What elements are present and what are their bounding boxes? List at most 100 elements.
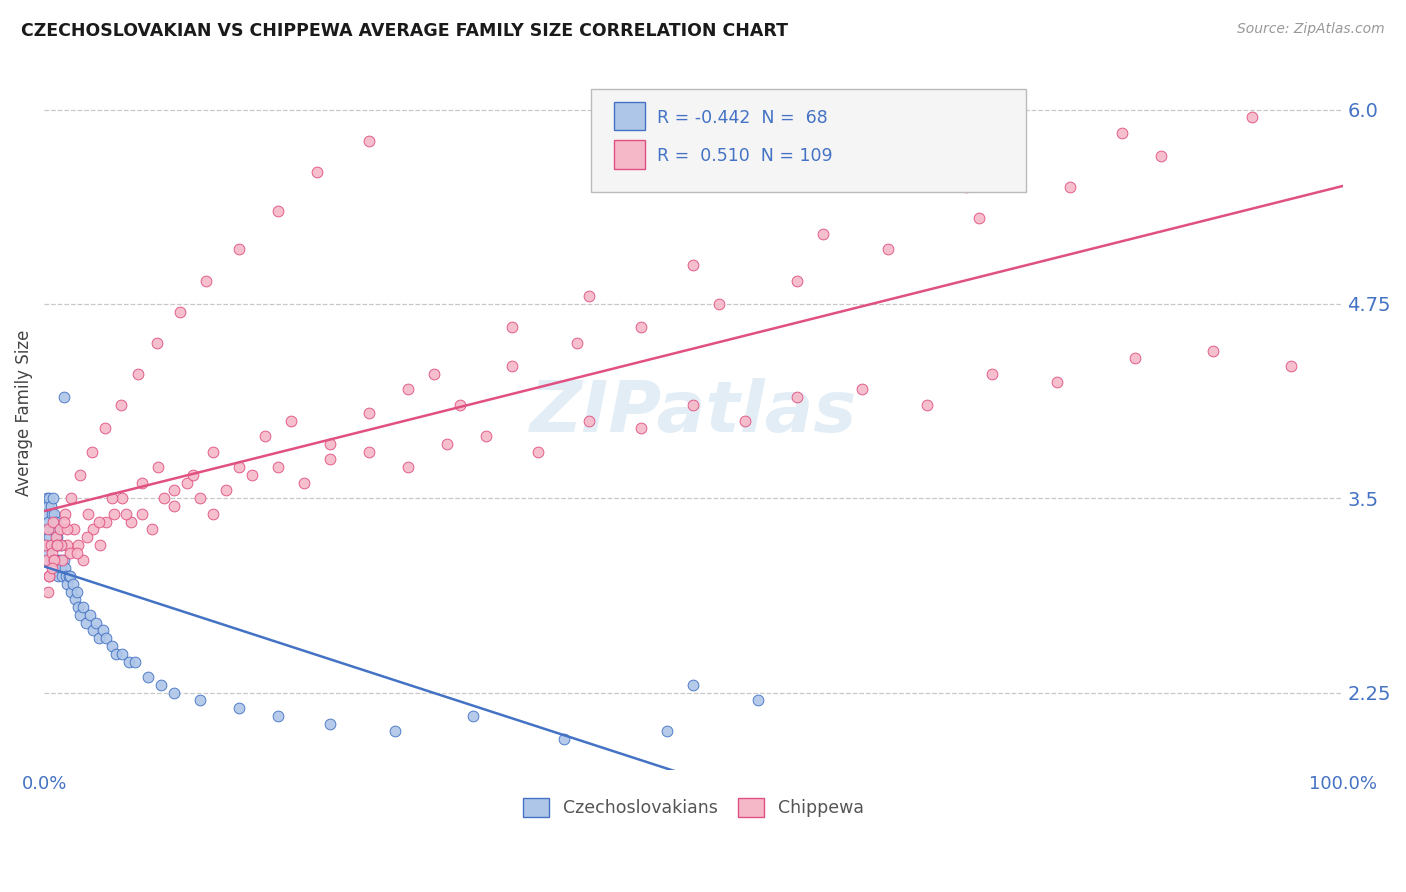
Point: [94, 421, 117, 435]
Point: [877, 243, 900, 257]
Point: [38, 491, 60, 506]
Point: [69, 467, 91, 482]
Point: [53, 561, 76, 575]
Point: [42, 522, 65, 536]
Point: [53, 507, 76, 521]
Point: [37, 499, 59, 513]
Point: [56, 522, 79, 536]
Point: [110, 398, 132, 412]
Point: [136, 670, 159, 684]
Point: [37, 515, 59, 529]
Point: [79, 607, 101, 622]
Point: [103, 507, 125, 521]
Point: [146, 335, 169, 350]
Point: [48, 569, 70, 583]
Point: [37, 522, 59, 536]
Point: [267, 460, 290, 475]
Point: [76, 530, 98, 544]
Point: [553, 732, 575, 747]
Point: [45, 538, 67, 552]
Point: [37, 584, 59, 599]
Point: [115, 507, 138, 521]
Point: [1150, 149, 1173, 163]
Point: [82, 522, 104, 536]
Point: [41, 561, 63, 575]
Point: [280, 413, 302, 427]
Point: [48, 553, 70, 567]
Point: [84, 615, 107, 630]
Point: [44, 553, 66, 567]
Point: [228, 243, 250, 257]
Point: [215, 483, 238, 498]
Point: [58, 569, 80, 583]
Point: [39, 553, 62, 567]
Point: [449, 398, 471, 412]
Point: [131, 475, 153, 490]
Point: [56, 538, 79, 552]
Point: [45, 515, 67, 529]
Text: R = -0.442  N =  68: R = -0.442 N = 68: [657, 109, 827, 127]
Point: [35, 491, 58, 506]
Point: [82, 444, 104, 458]
Point: [305, 165, 328, 179]
Point: [60, 491, 83, 506]
Point: [474, 429, 496, 443]
Point: [201, 444, 224, 458]
Point: [565, 335, 588, 350]
Point: [657, 724, 679, 739]
Point: [396, 460, 419, 475]
Point: [630, 421, 652, 435]
Point: [141, 522, 163, 536]
Point: [75, 615, 97, 630]
Point: [195, 274, 218, 288]
Point: [66, 538, 89, 552]
Point: [436, 437, 458, 451]
Point: [188, 491, 211, 506]
Point: [578, 413, 600, 427]
Point: [63, 522, 86, 536]
Point: [682, 678, 704, 692]
Point: [52, 553, 75, 567]
Point: [967, 211, 990, 226]
Point: [127, 367, 149, 381]
Point: [46, 530, 69, 544]
Point: [1046, 375, 1069, 389]
Point: [501, 359, 523, 373]
Point: [66, 600, 89, 615]
Point: [709, 297, 731, 311]
Point: [319, 716, 342, 731]
Point: [228, 701, 250, 715]
Point: [69, 607, 91, 622]
Point: [52, 515, 75, 529]
Point: [39, 522, 62, 536]
Point: [357, 444, 380, 458]
Point: [72, 553, 94, 567]
Point: [169, 304, 191, 318]
Point: [111, 491, 134, 506]
Text: ZIPatlas: ZIPatlas: [530, 378, 858, 447]
Point: [55, 569, 77, 583]
Point: [82, 624, 104, 638]
Point: [813, 227, 835, 241]
Point: [65, 592, 87, 607]
Point: [319, 452, 342, 467]
Point: [60, 584, 83, 599]
Point: [34, 507, 56, 521]
Point: [1240, 111, 1263, 125]
Point: [49, 538, 72, 552]
Point: [682, 398, 704, 412]
Point: [152, 491, 174, 506]
Point: [34, 522, 56, 536]
Point: [120, 515, 142, 529]
Point: [357, 406, 380, 420]
Text: R =  0.510  N = 109: R = 0.510 N = 109: [657, 147, 832, 165]
Point: [124, 655, 146, 669]
Point: [955, 180, 977, 194]
Point: [39, 499, 62, 513]
Point: [163, 499, 186, 513]
Point: [384, 724, 406, 739]
Point: [35, 538, 58, 552]
Point: [267, 203, 290, 218]
Point: [91, 624, 114, 638]
Point: [734, 413, 756, 427]
